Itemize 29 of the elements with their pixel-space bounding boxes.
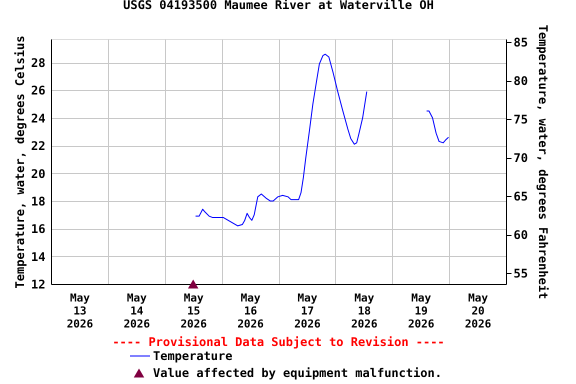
x-tick-label: May 16 2026 <box>237 292 264 330</box>
y-tick-label: 28 <box>31 56 46 70</box>
y-axis-title: Temperature, water, degrees Celsius <box>13 36 28 288</box>
y2-tick-label: 65 <box>514 190 528 204</box>
text: ---- Provisional Data Subject to Revision ---- <box>112 335 445 349</box>
x-tick-label: May 14 2026 <box>124 292 150 330</box>
x-tick-label: May 17 2026 <box>294 292 322 330</box>
x-tick-label: May 13 2026 <box>66 292 94 330</box>
y2-tick-label: 85 <box>514 36 528 50</box>
y-tick-label: 14 <box>31 250 46 264</box>
x-tick-label: May 19 2026 <box>408 292 435 330</box>
y-tick-label: 22 <box>31 139 46 154</box>
y2-tick-label: 60 <box>514 228 528 242</box>
x-tick-label: May 18 2026 <box>351 292 378 330</box>
y2-tick-label: 55 <box>514 266 528 281</box>
y2-tick-label: 75 <box>514 112 528 127</box>
y-tick-label: 12 <box>31 278 46 292</box>
x-tick-label: May 20 2026 <box>464 292 492 330</box>
y2-tick-label: 70 <box>514 151 528 166</box>
y-tick-label: 16 <box>31 222 46 236</box>
y-tick-label: 24 <box>31 111 46 126</box>
y-tick-label: 20 <box>31 166 46 181</box>
x-tick-label: May 15 2026 <box>180 292 208 330</box>
y2-tick-label: 80 <box>514 74 528 88</box>
y2-axis-title: Temperature, water, degrees Fahrenheit <box>536 24 550 300</box>
y-tick-label: 26 <box>31 84 46 98</box>
y-tick-label: 18 <box>31 194 46 208</box>
legend-label: Temperature <box>153 349 232 363</box>
legend-label: Value affected by equipment malfunction. <box>153 366 442 380</box>
